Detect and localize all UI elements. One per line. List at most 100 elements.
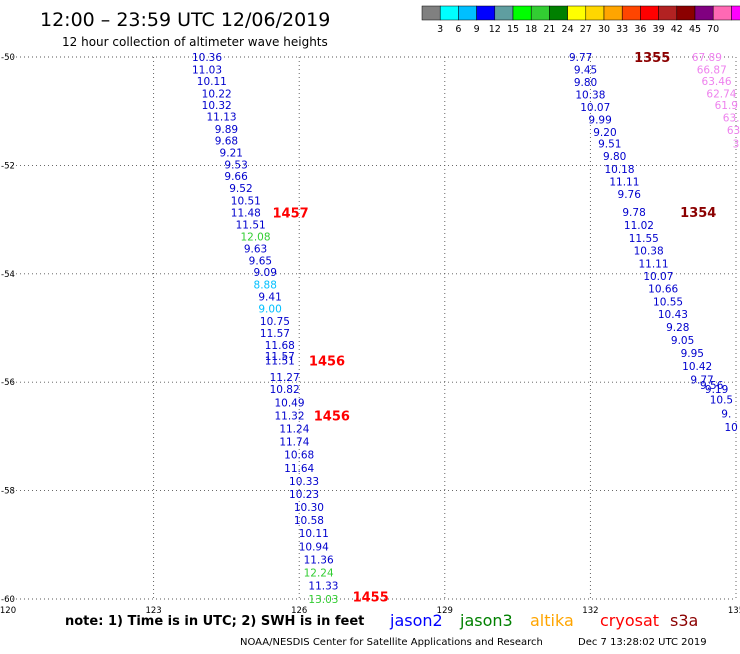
- wave-height-point: 10.07: [643, 271, 673, 283]
- wave-height-point: 10: [724, 422, 737, 434]
- wave-height-point: 10.75: [260, 316, 290, 328]
- scale-label: 18: [525, 24, 537, 35]
- wave-height-point: 11.48: [231, 208, 261, 220]
- wave-height-point: 62.74: [706, 88, 736, 100]
- wave-height-point: 11.57: [260, 328, 290, 340]
- legend-cryosat: cryosat: [600, 611, 659, 630]
- y-tick-label: -56: [1, 378, 15, 388]
- wave-height-point: 9.65: [249, 255, 272, 267]
- wave-height-point: 10.49: [274, 397, 304, 409]
- scale-swatch: [458, 5, 477, 21]
- wave-height-point: 9.00: [258, 303, 281, 315]
- scale-label: 45: [689, 24, 701, 35]
- wave-height-point: 9.53: [224, 159, 247, 171]
- wave-height-point: 11.03: [192, 64, 222, 76]
- scale-label: 27: [580, 24, 592, 35]
- wave-height-point: 10.51: [231, 196, 261, 208]
- wave-height-point: 11.36: [304, 554, 334, 566]
- scale-swatch: [621, 5, 641, 21]
- wave-height-point: 10.18: [604, 164, 634, 176]
- legend-jason2: jason2: [389, 611, 443, 630]
- wave-height-point: 11.02: [624, 220, 654, 232]
- scale-swatch: [603, 5, 623, 21]
- scale-label: 39: [653, 24, 665, 35]
- footer-timestamp: Dec 7 13:28:02 UTC 2019: [578, 637, 707, 648]
- wave-height-point: 10.66: [648, 283, 678, 295]
- wave-height-point: 9.99: [588, 114, 611, 126]
- footer: note: 1) Time is in UTC; 2) SWH is in fe…: [65, 611, 707, 648]
- wave-height-point: 11.24: [279, 423, 309, 435]
- wave-height-point: 10.36: [192, 52, 222, 64]
- wave-height-point: 11.33: [308, 580, 338, 592]
- wave-height-point: 10.42: [682, 361, 712, 373]
- wave-height-point: 9.56: [700, 380, 724, 392]
- wave-height-point: 63.: [723, 113, 740, 125]
- scale-swatch: [530, 5, 550, 21]
- wave-height-point: 9.77: [569, 52, 592, 64]
- wave-height-point: 10.30: [294, 502, 324, 514]
- wave-height-point: 11.32: [274, 410, 304, 422]
- wave-height-point: 10.58: [294, 515, 324, 527]
- wave-height-point: 10.38: [634, 245, 664, 257]
- satellite-legend: jason2 jason3 altika cryosat s3a: [389, 611, 698, 630]
- wave-height-point: 61.9: [715, 100, 738, 112]
- wave-height-point: 11.51: [265, 356, 295, 368]
- wave-height-point: 9.66: [224, 171, 248, 183]
- footer-credit: NOAA/NESDIS Center for Satellite Applica…: [240, 637, 543, 648]
- pass-time-label: 1456: [309, 355, 345, 370]
- scale-label: 12: [489, 24, 501, 35]
- wave-height-point: 10.11: [299, 528, 329, 540]
- scale-label: 70: [707, 24, 719, 35]
- wave-height-point: 9.41: [258, 292, 281, 304]
- wave-height-point: 9.28: [666, 322, 689, 334]
- wave-height-point: 9.09: [254, 267, 277, 279]
- wave-height-point: 10.94: [299, 541, 329, 553]
- scale-swatch: [585, 5, 605, 21]
- y-tick-label: -58: [1, 487, 15, 497]
- wave-height-point: 11.27: [270, 372, 300, 384]
- x-tick-label: 129: [437, 606, 453, 616]
- scale-label: 42: [671, 24, 683, 35]
- scale-swatch: [640, 5, 659, 21]
- wave-height-point: 9.: [721, 409, 731, 421]
- chart-title: 12:00 – 23:59 UTC 12/06/2019: [40, 9, 330, 31]
- wave-height-point: 9.21: [220, 147, 243, 159]
- wave-height-point: 11.11: [609, 177, 639, 189]
- wave-height-point: 9.89: [215, 124, 238, 136]
- footer-note: note: 1) Time is in UTC; 2) SWH is in fe…: [65, 614, 364, 629]
- wave-height-point: 10.5: [710, 395, 733, 407]
- track-1: 9.779.459.8010.3810.079.999.209.519.8010…: [569, 52, 714, 386]
- legend-jason3: jason3: [459, 611, 513, 630]
- wave-height-point: 9.76: [618, 189, 642, 201]
- wave-height-point: 8.88: [254, 280, 277, 292]
- wave-height-point: 10.07: [580, 102, 610, 114]
- wave-height-point: 10.11: [197, 76, 227, 88]
- scale-swatch: [694, 5, 714, 21]
- wave-height-point: 10.43: [658, 309, 688, 321]
- y-tick-label: -52: [1, 161, 15, 171]
- scale-swatch: [658, 5, 678, 21]
- wave-height-point: 11.57: [265, 351, 295, 363]
- pass-time-label: 1455: [353, 590, 389, 605]
- scale-swatch: [731, 5, 740, 21]
- scale-label: 6: [455, 24, 461, 35]
- scale-label: 30: [598, 24, 610, 35]
- scale-swatch: [421, 5, 441, 21]
- wave-height-point: 12.24: [304, 567, 334, 579]
- wave-height-point: 67.89: [692, 52, 722, 64]
- pass-time-label: 1355: [634, 51, 670, 66]
- wave-height-point: 10.23: [289, 489, 319, 501]
- legend-s3a: s3a: [670, 611, 698, 630]
- scale-swatch: [549, 5, 568, 21]
- wave-height-point: 9.52: [229, 183, 252, 195]
- wave-height-point: 9.77: [690, 374, 713, 386]
- pass-time-label: 1457: [273, 207, 309, 222]
- wave-height-point: 63: [727, 125, 740, 137]
- scale-swatch: [567, 5, 587, 21]
- wave-height-point: 9.05: [671, 335, 694, 347]
- scale-swatch: [512, 5, 532, 21]
